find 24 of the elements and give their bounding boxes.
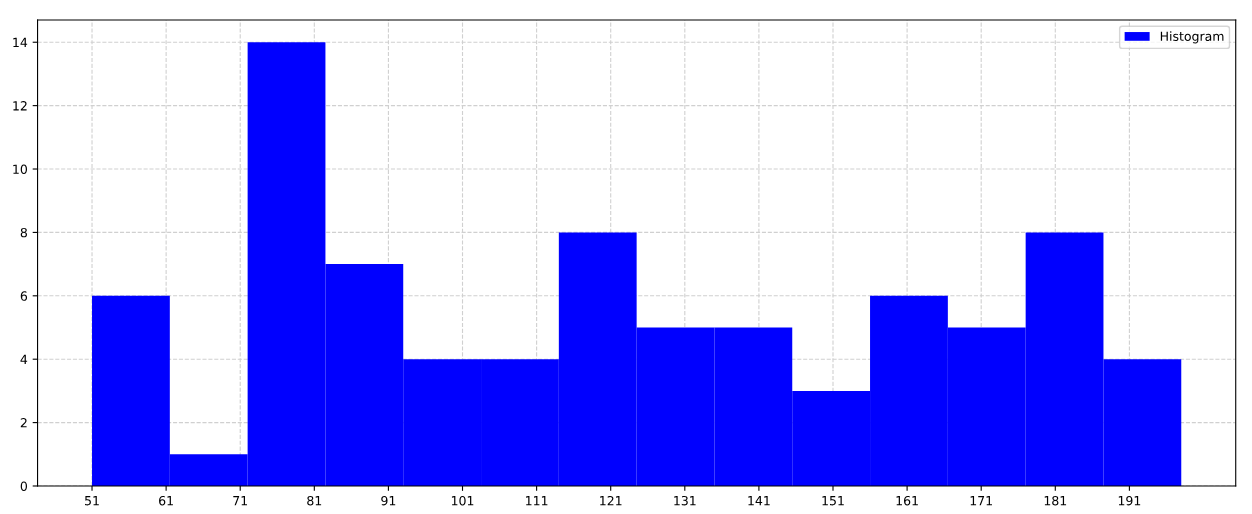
y-tick-label: 2 bbox=[20, 418, 27, 428]
x-tick-label: 131 bbox=[674, 495, 696, 506]
y-tick-label: 10 bbox=[13, 164, 28, 174]
legend-label: Histogram bbox=[1160, 31, 1224, 44]
x-tick-label: 171 bbox=[970, 496, 992, 506]
x-tick-label: 181 bbox=[1044, 495, 1067, 506]
x-tick-label: 61 bbox=[159, 495, 173, 506]
x-tick-label: 191 bbox=[1118, 495, 1141, 506]
y-tick-label: 0 bbox=[20, 481, 28, 491]
x-tick-label: 121 bbox=[600, 495, 622, 506]
x-tick-label: 141 bbox=[748, 496, 770, 506]
x-tick-label: 151 bbox=[822, 496, 844, 506]
x-tick-label: 111 bbox=[526, 496, 548, 506]
y-tick-label: 6 bbox=[20, 291, 28, 301]
x-tick-label: 161 bbox=[896, 495, 918, 506]
y-tick-label: 8 bbox=[20, 227, 27, 238]
x-tick-label: 91 bbox=[381, 495, 396, 506]
y-tick-label: 14 bbox=[13, 37, 28, 47]
x-tick-label: 101 bbox=[451, 495, 474, 506]
y-tick-label: 4 bbox=[20, 354, 28, 364]
x-tick-label: 51 bbox=[85, 496, 99, 506]
y-tick-label: 12 bbox=[13, 101, 27, 111]
x-tick-label: 81 bbox=[307, 495, 322, 506]
x-tick-label: 71 bbox=[233, 496, 248, 506]
